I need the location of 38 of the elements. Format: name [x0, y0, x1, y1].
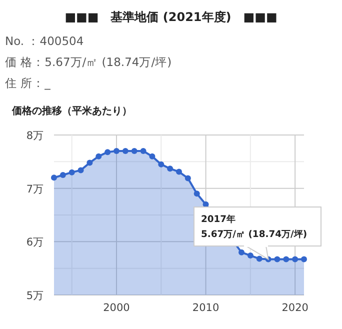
point [78, 167, 84, 174]
tooltip: 2017年 5.67万/㎡ (18.74万/坪) [194, 206, 322, 260]
y-tick-label: 8万 [26, 130, 44, 142]
point [122, 148, 128, 154]
point [51, 174, 57, 181]
x-tick-label: 2010 [192, 302, 220, 314]
point [104, 149, 111, 156]
y-tick-label: 5万 [26, 290, 44, 302]
text: 住 所：_ [4, 76, 51, 90]
chart-subtitle: 価格の推移（平米あたり） [11, 105, 132, 117]
point [68, 169, 75, 176]
y-tick-label: 6万 [26, 236, 44, 249]
text: 価 格：5.67万/㎡ (18.74万/坪) [5, 55, 172, 69]
point [158, 161, 164, 168]
annotation: 2017年 5.67万/㎡ (18.74万/坪) [201, 214, 308, 240]
point [238, 249, 244, 256]
text: No. ：400504 [5, 34, 84, 48]
x-tick-label: 2020 [282, 302, 308, 314]
point [256, 256, 262, 262]
point [301, 256, 307, 262]
point [114, 148, 120, 154]
point [194, 190, 200, 197]
point [96, 153, 102, 160]
point [283, 256, 290, 262]
point [292, 256, 298, 262]
point [149, 153, 156, 160]
point [247, 252, 254, 259]
y-tick-label: 7万 [26, 183, 44, 196]
point [184, 175, 191, 182]
chart-title: ■■■ 基準地価 (2021年度) ■■■ [64, 10, 278, 24]
point [60, 172, 66, 178]
point [140, 148, 146, 154]
point [274, 256, 280, 262]
x-tick-label: 2000 [103, 302, 130, 314]
point [167, 166, 174, 172]
point [86, 160, 93, 166]
point [131, 148, 138, 154]
point [176, 168, 182, 175]
